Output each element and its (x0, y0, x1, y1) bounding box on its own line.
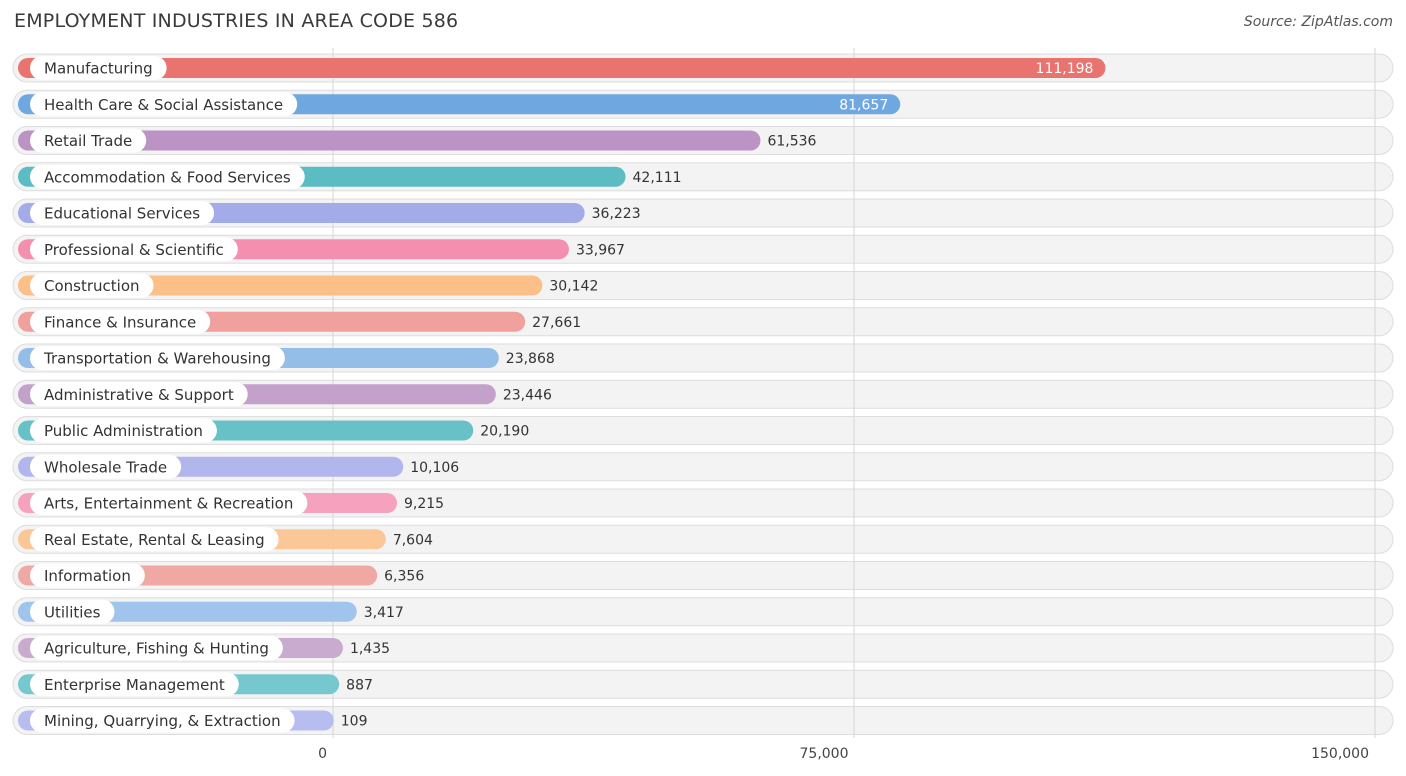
value-label: 1,435 (350, 641, 390, 657)
category-label: Information (44, 567, 131, 585)
row-background (12, 669, 1394, 699)
value-label: 33,967 (576, 242, 625, 258)
category-label: Enterprise Management (44, 676, 225, 694)
value-label: 61,536 (767, 134, 816, 150)
category-label: Health Care & Social Assistance (44, 96, 283, 114)
bar[interactable] (18, 130, 761, 151)
row-background (12, 706, 1394, 735)
value-label: 6,356 (384, 569, 424, 585)
value-label: 109 (341, 714, 368, 730)
category-label: Arts, Entertainment & Recreation (44, 495, 293, 513)
category-label: Public Administration (44, 422, 203, 440)
category-label: Retail Trade (44, 132, 132, 150)
category-label-pill (30, 527, 279, 552)
category-label: Administrative & Support (44, 386, 234, 404)
value-label: 27,661 (532, 315, 581, 331)
category-label: Professional & Scientific (44, 241, 224, 259)
category-label-pill (30, 491, 308, 515)
category-label: Agriculture, Fishing & Hunting (44, 640, 269, 658)
row-background (12, 597, 1394, 627)
tick-label: 150,000 (1311, 746, 1369, 762)
value-label: 23,868 (506, 351, 555, 367)
value-label: 81,657 (839, 97, 888, 113)
value-label: 3,417 (364, 605, 404, 621)
category-label: Transportation & Warehousing (43, 350, 271, 368)
category-label: Finance & Insurance (44, 313, 196, 331)
category-label-pill (30, 273, 154, 298)
category-label: Wholesale Trade (44, 458, 167, 476)
category-label-pill (30, 636, 283, 660)
category-label: Real Estate, Rental & Leasing (44, 531, 265, 549)
value-label: 7,604 (393, 532, 433, 548)
category-label-pill (30, 201, 215, 225)
category-label: Utilities (44, 603, 101, 621)
value-label: 10,106 (410, 460, 459, 476)
category-label: Construction (44, 277, 140, 295)
category-label-pill (30, 164, 305, 189)
chart-source: Source: ZipAtlas.com (1243, 14, 1393, 30)
value-label: 42,111 (633, 170, 682, 186)
value-label: 36,223 (592, 206, 641, 222)
row-background (12, 633, 1394, 663)
value-label: 9,215 (404, 496, 444, 512)
category-label: Educational Services (44, 205, 200, 223)
category-label-pill (30, 346, 285, 370)
tick-label: 0 (318, 746, 327, 762)
category-label-pill (30, 454, 182, 479)
category-label: Mining, Quarrying, & Extraction (44, 712, 281, 730)
value-label: 20,190 (480, 424, 529, 440)
category-label-pill (30, 56, 167, 80)
chart-title: EMPLOYMENT INDUSTRIES IN AREA CODE 586 (14, 10, 459, 32)
bar[interactable] (18, 58, 1106, 78)
category-label-pill (30, 382, 248, 407)
tick-label: 75,000 (800, 746, 849, 762)
category-label-pill (30, 92, 298, 117)
category-label-pill (30, 418, 217, 443)
value-label: 30,142 (549, 279, 598, 295)
category-label-pill (30, 708, 295, 733)
category-label: Accommodation & Food Services (44, 168, 291, 186)
value-label: 887 (346, 677, 373, 693)
category-label-pill (30, 599, 115, 624)
value-label: 23,446 (503, 387, 552, 403)
category-label-pill (30, 309, 211, 334)
value-label: 111,198 (1036, 61, 1094, 77)
category-label: Manufacturing (44, 60, 153, 78)
category-label-pill (30, 672, 239, 697)
category-label-pill (30, 128, 147, 153)
category-label-pill (30, 237, 238, 262)
category-label-pill (30, 563, 145, 588)
